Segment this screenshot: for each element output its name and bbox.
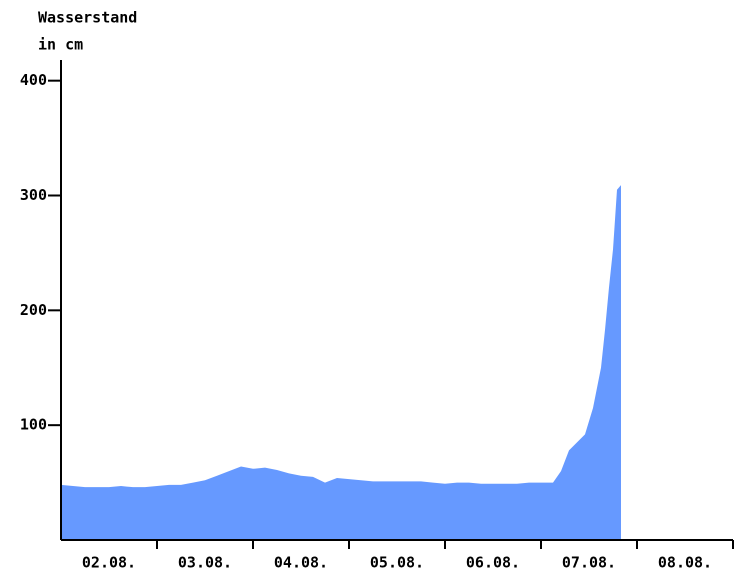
x-tick-label: 05.08. <box>370 554 424 572</box>
x-tick-label: 03.08. <box>178 554 232 572</box>
y-tick-label: 400 <box>20 71 47 89</box>
x-tick-label: 07.08. <box>562 554 616 572</box>
y-tick-label: 100 <box>20 416 47 434</box>
x-tick-label: 06.08. <box>466 554 520 572</box>
y-tick-label: 300 <box>20 186 47 204</box>
y-tick-label: 200 <box>20 301 47 319</box>
x-tick-label: 04.08. <box>274 554 328 572</box>
x-tick-label: 08.08. <box>658 554 712 572</box>
y-axis-unit: in cm <box>38 36 83 54</box>
water-level-area <box>61 185 621 540</box>
x-tick-label: 02.08. <box>82 554 136 572</box>
y-axis-title: Wasserstand <box>38 9 137 27</box>
